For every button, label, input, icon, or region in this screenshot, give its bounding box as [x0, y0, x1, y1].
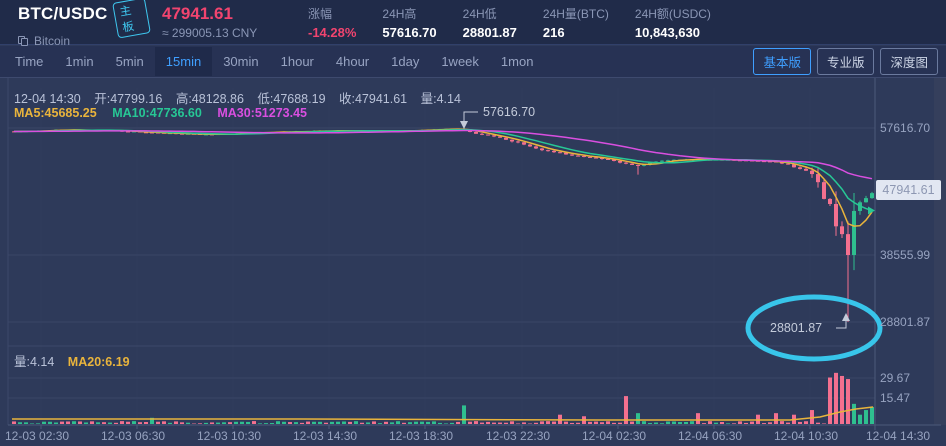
- low-annotation-label: 28801.87: [770, 321, 823, 335]
- price-axis-label: 57616.70: [880, 121, 931, 135]
- stat-value: 57616.70: [382, 24, 437, 40]
- time-axis-label: 12-04 10:30: [774, 429, 839, 443]
- stat-24h-low: 24H低 28801.87: [463, 5, 517, 40]
- tab-4hour[interactable]: 4hour: [335, 54, 370, 69]
- view-switcher: 基本版 专业版 深度图: [753, 48, 938, 75]
- ma5-value: MA5:45685.25: [14, 106, 97, 120]
- basic-view-button[interactable]: 基本版: [753, 48, 811, 75]
- stat-label: 24H额(USDC): [634, 6, 711, 21]
- time-axis-label: 12-03 10:30: [197, 429, 262, 443]
- time-axis-label: 12-03 14:30: [293, 429, 358, 443]
- cny-price: ≈ 299005.13 CNY: [162, 26, 258, 40]
- time-axis-label: 12-03 02:30: [5, 429, 70, 443]
- stat-label: 24H低: [462, 6, 497, 21]
- stat-label: 24H高: [382, 6, 417, 21]
- last-price: 47941.61: [162, 4, 233, 23]
- volume-value: 量:4.14: [14, 355, 55, 369]
- stat-value: 216: [542, 24, 565, 40]
- stat-value: -14.28%: [308, 24, 357, 40]
- tab-1min[interactable]: 1min: [65, 54, 94, 69]
- tab-5min[interactable]: 5min: [115, 54, 144, 69]
- volume-axis-label: 15.47: [880, 391, 911, 405]
- pro-view-button[interactable]: 专业版: [816, 48, 875, 75]
- ma-readout: MA5:45685.25 MA10:47736.60 MA30:51273.45: [14, 106, 319, 120]
- interval-tabbar: Time 1min 5min 15min 30min 1hour 4hour 1…: [0, 46, 946, 78]
- ohlc-datetime: 12-04 14:30: [14, 92, 81, 106]
- tab-1day[interactable]: 1day: [391, 54, 420, 69]
- price-axis-label: 38555.99: [880, 248, 931, 262]
- time-axis-label: 12-03 06:30: [101, 429, 166, 443]
- tab-1hour[interactable]: 1hour: [280, 54, 314, 69]
- depth-view-button[interactable]: 深度图: [880, 48, 938, 75]
- board-badge: 主板: [112, 0, 151, 39]
- ohlc-low: 低:47688.19: [257, 92, 326, 106]
- ohlc-high: 高:48128.86: [175, 92, 244, 106]
- time-axis-label: 12-04 02:30: [582, 429, 647, 443]
- stat-24h-turnover: 24H额(USDC) 10,843,630: [635, 5, 711, 40]
- stat-change: 涨幅 -14.28%: [308, 5, 356, 40]
- time-axis-label: 12-03 22:30: [486, 429, 551, 443]
- stat-24h-high: 24H高 57616.70: [382, 5, 436, 40]
- symbol-title: BTC/USDC: [18, 4, 108, 23]
- time-axis-label: 12-04 14:30: [866, 429, 931, 443]
- price-axis-label: 28801.87: [880, 315, 931, 329]
- stat-label: 24H量(BTC): [542, 6, 609, 21]
- ohlc-volume: 量:4.14: [420, 92, 461, 106]
- volume-axis-label: 29.67: [880, 371, 911, 385]
- stat-label: 涨幅: [308, 6, 333, 21]
- axis-gutter: [934, 78, 946, 425]
- ohlc-close: 收:47941.61: [339, 92, 408, 106]
- current-price-tag: 47941.61: [876, 180, 941, 200]
- stat-value: 10,843,630: [634, 24, 700, 40]
- tab-time[interactable]: Time: [15, 54, 44, 69]
- volume-ma20-value: MA20:6.19: [67, 355, 130, 369]
- ohlc-readout: 12-04 14:30 开:47799.16 高:48128.86 低:4768…: [14, 88, 471, 107]
- ma10-value: MA10:47736.60: [112, 106, 202, 120]
- tab-15min[interactable]: 15min: [154, 47, 213, 76]
- tab-1mon[interactable]: 1mon: [500, 54, 534, 69]
- price-block: 47941.61 ≈ 299005.13 CNY: [162, 4, 282, 40]
- stat-24h-volume: 24H量(BTC) 216: [543, 5, 609, 40]
- stat-value: 28801.87: [462, 24, 517, 40]
- market-header: BTC/USDC 主板 Bitcoin 47941.61 ≈ 299005.13…: [0, 0, 946, 48]
- volume-readout: 量:4.14 MA20:6.19: [14, 351, 130, 370]
- ohlc-open: 开:47799.16: [94, 92, 163, 106]
- symbol-block: BTC/USDC 主板 Bitcoin: [18, 0, 151, 48]
- time-axis-label: 12-04 06:30: [678, 429, 743, 443]
- coin-copy-icon: [18, 35, 29, 47]
- tab-30min[interactable]: 30min: [223, 54, 259, 69]
- high-annotation-label: 57616.70: [483, 105, 536, 119]
- tab-1week[interactable]: 1week: [441, 54, 479, 69]
- ma30-value: MA30:51273.45: [217, 106, 307, 120]
- coin-name: Bitcoin: [34, 34, 71, 48]
- time-axis-label: 12-03 18:30: [389, 429, 454, 443]
